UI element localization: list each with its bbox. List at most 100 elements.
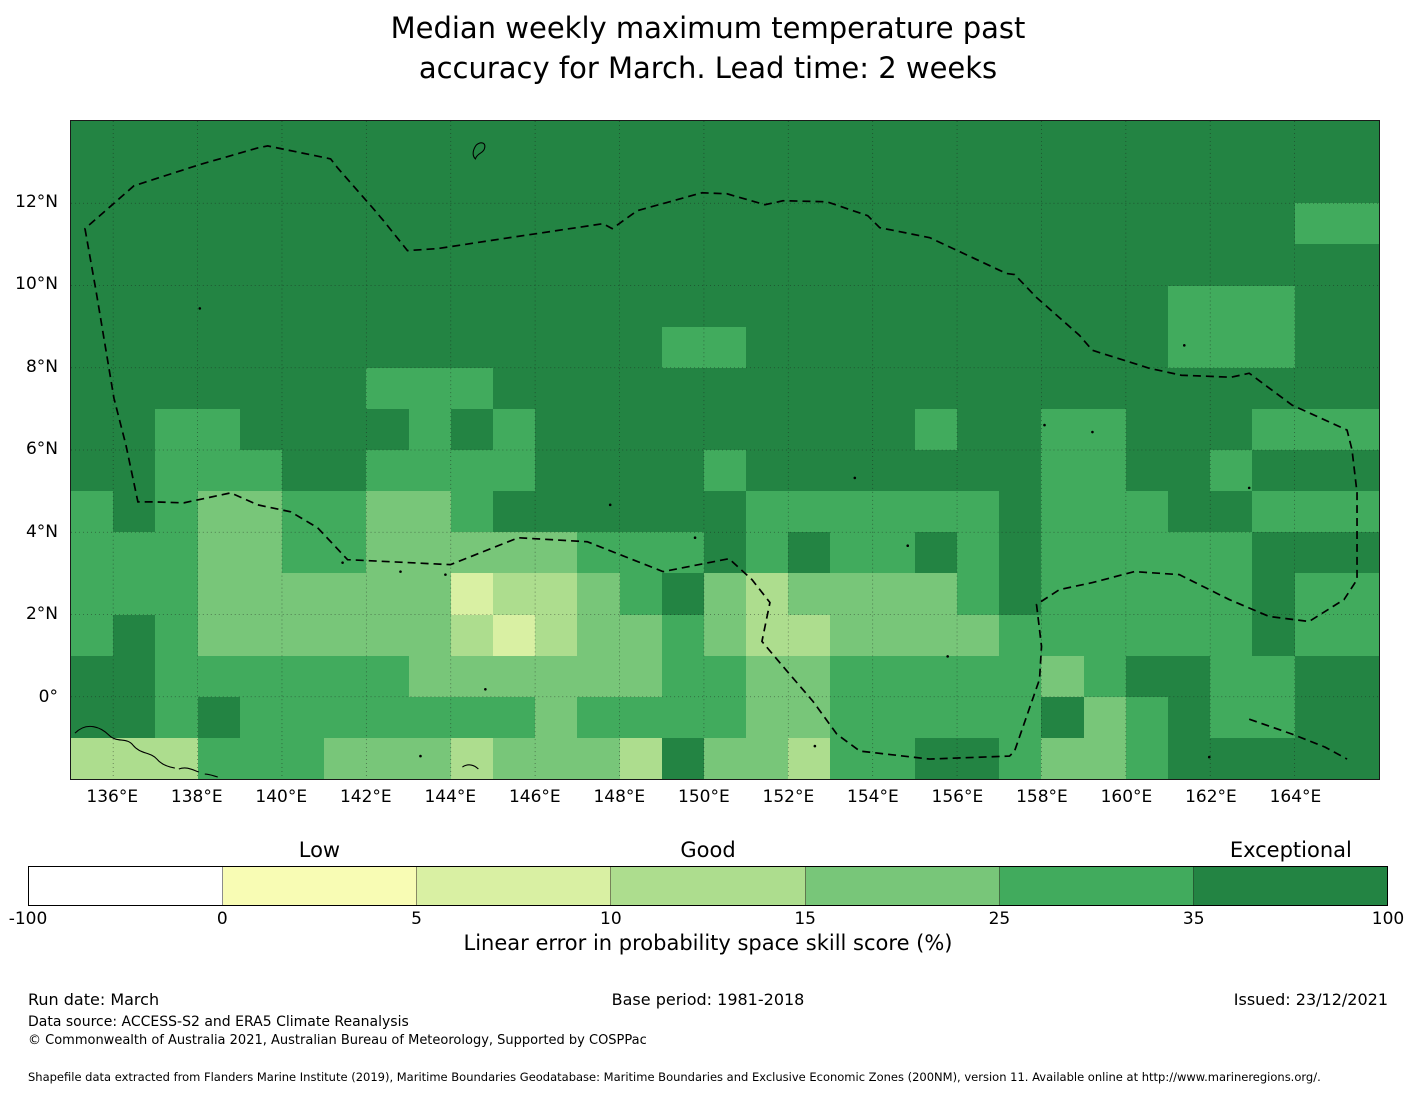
heatmap-cell <box>492 203 536 245</box>
heatmap-cell <box>1041 573 1084 615</box>
heatmap-cell <box>661 203 704 245</box>
heatmap-cell <box>492 162 536 204</box>
heatmap-cell <box>1210 244 1253 286</box>
heatmap-cell <box>239 491 282 533</box>
heatmap-cell <box>155 326 198 368</box>
heatmap-cell <box>535 285 578 327</box>
heatmap-cell <box>71 491 114 533</box>
heatmap-cell <box>113 614 156 656</box>
heatmap-cell <box>1252 737 1295 779</box>
latitude-tick-label: 0° <box>38 686 58 707</box>
heatmap-cell <box>957 121 1000 163</box>
heatmap-cell <box>661 532 704 574</box>
heatmap-cell <box>661 655 704 697</box>
longitude-tick-label: 154°E <box>847 787 899 807</box>
heatmap-cell <box>535 655 578 697</box>
heatmap-cell <box>1336 737 1379 779</box>
heatmap-cell <box>408 573 451 615</box>
heatmap-cell <box>577 696 620 738</box>
island-dot <box>1091 430 1094 434</box>
heatmap-cell <box>155 244 198 286</box>
heatmap-cell <box>239 450 282 492</box>
island-dot <box>853 476 857 480</box>
colorbar-category-label: Low <box>298 838 341 862</box>
heatmap-cell <box>703 121 747 163</box>
heatmap-cell <box>366 408 409 450</box>
heatmap-cell <box>1294 491 1337 533</box>
heatmap-cell <box>1336 285 1379 327</box>
heatmap-cell <box>577 367 620 409</box>
heatmap-cell <box>914 450 958 492</box>
heatmap-cell <box>872 737 915 779</box>
heatmap-cell <box>366 244 409 286</box>
heatmap-cell <box>914 737 958 779</box>
island-dot <box>906 544 910 548</box>
heatmap-cell <box>957 614 1000 656</box>
heatmap-cell <box>1168 326 1211 368</box>
heatmap-cell <box>1083 162 1126 204</box>
heatmap-cell <box>1210 737 1253 779</box>
heatmap-cell <box>366 737 409 779</box>
heatmap-cell <box>492 367 536 409</box>
heatmap-cell <box>1294 285 1337 327</box>
heatmap-cell <box>1168 737 1211 779</box>
heatmap-cell <box>788 491 831 533</box>
heatmap-cell <box>408 450 451 492</box>
heatmap-cell <box>197 696 240 738</box>
heatmap-cell <box>1125 532 1169 574</box>
heatmap-cell <box>535 696 578 738</box>
heatmap-cell <box>197 203 240 245</box>
heatmap-cell <box>914 162 958 204</box>
heatmap-cell <box>324 121 367 163</box>
heatmap-cell <box>408 244 451 286</box>
heatmap-cell <box>703 408 747 450</box>
heatmap-cell <box>535 532 578 574</box>
heatmap-cell <box>703 737 747 779</box>
footer-copyright: © Commonwealth of Australia 2021, Austra… <box>28 1033 647 1048</box>
heatmap-cell <box>957 162 1000 204</box>
heatmap-cell <box>155 696 198 738</box>
heatmap-cell <box>239 326 282 368</box>
heatmap-cell <box>957 573 1000 615</box>
colorbar-axis-label: Linear error in probability space skill … <box>463 931 953 955</box>
heatmap-cell <box>535 203 578 245</box>
heatmap-cell <box>324 408 367 450</box>
heatmap-cell <box>1252 162 1295 204</box>
coastline <box>472 142 486 160</box>
heatmap-cell <box>492 285 536 327</box>
heatmap-cell <box>535 162 578 204</box>
heatmap-cell <box>999 408 1042 450</box>
heatmap-cell <box>113 285 156 327</box>
heatmap-cell <box>535 491 578 533</box>
heatmap-cell <box>914 655 958 697</box>
heatmap-cell <box>450 696 493 738</box>
heatmap-cell <box>1210 121 1253 163</box>
island-dot <box>399 570 402 573</box>
heatmap-cell <box>619 326 662 368</box>
heatmap-cell <box>1168 491 1211 533</box>
heatmap-cell <box>281 737 325 779</box>
coastline <box>462 764 479 770</box>
footer-base-period: Base period: 1981-2018 <box>611 990 805 1009</box>
heatmap-cell <box>535 367 578 409</box>
heatmap-cell <box>113 244 156 286</box>
heatmap-cell <box>366 450 409 492</box>
heatmap-cell <box>239 162 282 204</box>
heatmap-cell <box>71 244 114 286</box>
heatmap-cell <box>619 532 662 574</box>
longitude-tick-label: 146°E <box>508 787 561 807</box>
heatmap-cell <box>113 491 156 533</box>
heatmap-cell <box>1252 244 1295 286</box>
heatmap-cell <box>577 491 620 533</box>
heatmap-cell <box>155 614 198 656</box>
heatmap-cell <box>1125 285 1169 327</box>
chart-title-line1: Median weekly maximum temperature past <box>390 11 1026 45</box>
heatmap-cell <box>1083 532 1126 574</box>
heatmap-cell <box>408 408 451 450</box>
heatmap-cell <box>155 367 198 409</box>
heatmap-cell <box>197 655 240 697</box>
heatmap-cell <box>957 655 1000 697</box>
heatmap-cell <box>366 121 409 163</box>
heatmap-cell <box>450 573 493 615</box>
